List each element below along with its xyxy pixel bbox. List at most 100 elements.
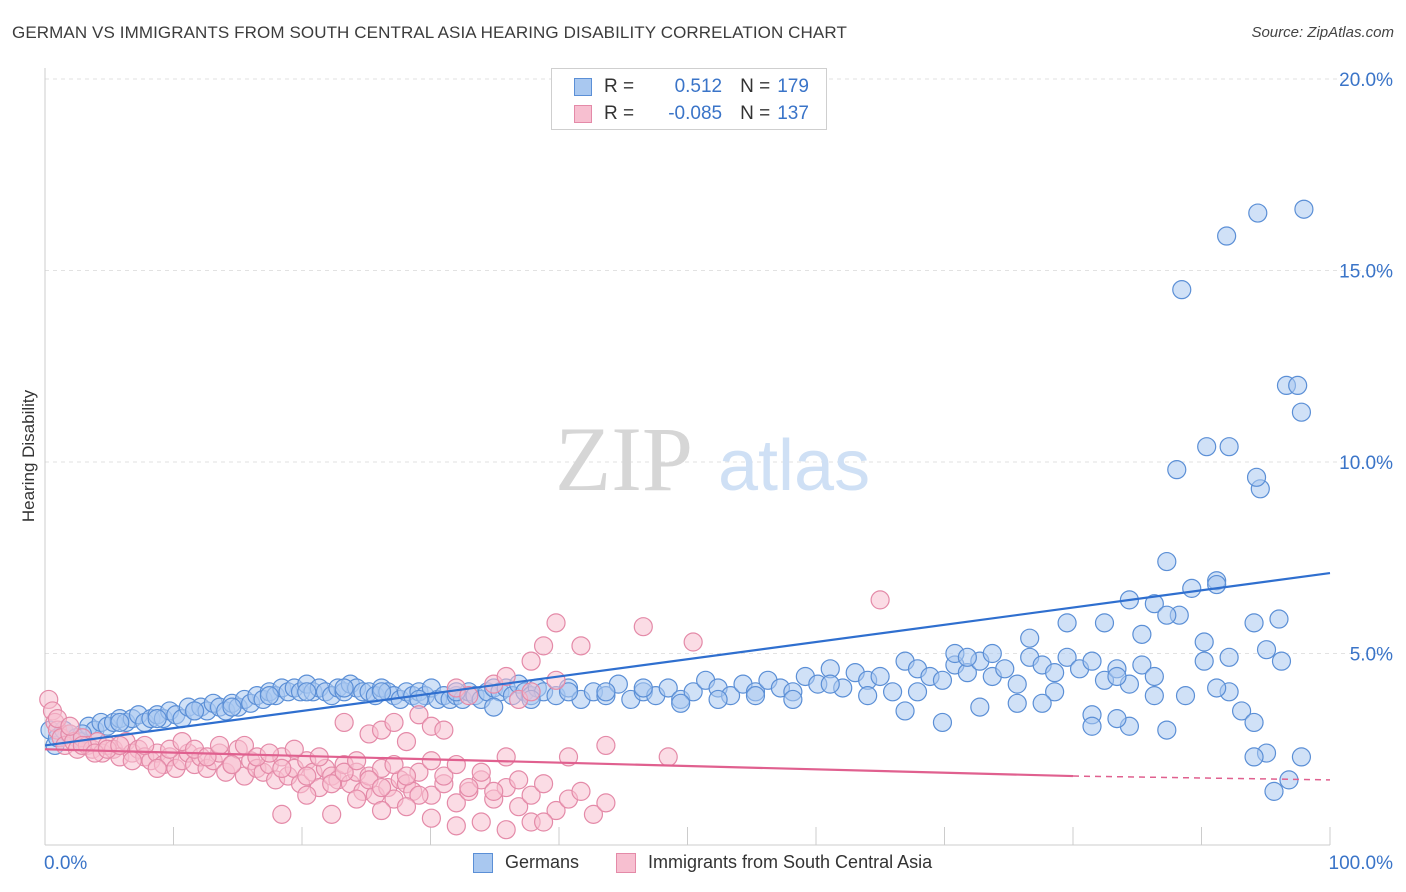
data-point	[546, 670, 566, 690]
legend-n-label: N =	[740, 103, 771, 124]
data-point	[745, 686, 766, 706]
data-point	[446, 754, 466, 775]
data-point	[1007, 674, 1027, 694]
data-point	[484, 697, 504, 717]
data-point	[446, 816, 466, 836]
data-point	[820, 674, 840, 694]
trendline-germans	[44, 571, 1331, 747]
data-point	[222, 754, 242, 775]
data-point	[533, 812, 554, 832]
data-point	[371, 777, 392, 798]
data-point	[683, 632, 703, 652]
y-tick-label: 10.0%	[1339, 453, 1393, 474]
data-point	[60, 716, 80, 736]
data-point	[932, 712, 953, 733]
data-point	[1032, 693, 1052, 713]
data-point	[1269, 609, 1289, 629]
series-legend: Germans Immigrants from South Central As…	[0, 852, 1406, 878]
data-point	[521, 785, 541, 805]
data-point	[546, 613, 566, 633]
data-point	[284, 739, 304, 759]
watermark-zip: ZIP	[555, 408, 693, 510]
data-point	[1244, 747, 1264, 767]
data-point	[184, 701, 205, 721]
data-point	[1094, 613, 1115, 633]
data-point	[583, 804, 604, 824]
data-point	[272, 758, 292, 779]
data-point	[1207, 678, 1227, 698]
data-point	[371, 800, 392, 821]
legend-label-germans: Germans	[505, 852, 580, 872]
data-point	[434, 720, 454, 740]
data-point	[297, 766, 317, 786]
data-point	[533, 636, 554, 656]
data-point	[1132, 624, 1152, 644]
data-point	[1175, 686, 1196, 706]
data-point	[1144, 594, 1164, 614]
data-point	[459, 686, 479, 706]
data-point	[546, 800, 566, 821]
data-point	[1219, 647, 1239, 667]
data-point	[1045, 663, 1065, 683]
data-point	[533, 774, 554, 794]
data-point	[396, 766, 417, 786]
legend-swatch-germans	[574, 78, 592, 96]
trendline-immigrants	[44, 748, 1074, 778]
data-point	[259, 743, 279, 763]
data-point	[633, 617, 653, 637]
data-point	[783, 689, 803, 710]
data-point	[384, 712, 404, 733]
data-point	[1167, 460, 1187, 480]
legend-row-germans: R = 0.512 N = 179	[574, 75, 809, 99]
data-point	[558, 747, 579, 767]
data-point	[1157, 605, 1177, 625]
data-point	[334, 712, 354, 733]
legend-n-value: 179	[777, 76, 809, 97]
data-point	[571, 636, 591, 656]
data-point	[209, 735, 230, 756]
data-point	[509, 797, 529, 817]
data-point	[446, 793, 466, 813]
data-point	[396, 797, 417, 817]
data-point	[671, 693, 691, 713]
data-point	[1246, 467, 1267, 487]
x-tick-label: 0.0%	[44, 853, 87, 874]
data-point	[322, 774, 342, 794]
data-point	[396, 731, 417, 752]
data-point	[147, 709, 167, 729]
data-point	[1271, 651, 1292, 671]
data-point	[496, 666, 516, 687]
data-point	[334, 762, 354, 782]
data-point	[322, 804, 342, 824]
data-point	[1057, 613, 1077, 633]
data-point	[633, 678, 653, 698]
data-point	[982, 643, 1002, 664]
data-point	[421, 808, 441, 828]
data-point	[596, 735, 616, 756]
legend-r-label: R =	[604, 76, 635, 97]
y-axis-label: Hearing Disability	[19, 389, 38, 522]
data-point	[957, 647, 977, 667]
data-point	[995, 659, 1015, 679]
data-point	[1207, 574, 1227, 595]
legend-r-value: -0.085	[668, 103, 723, 124]
data-point	[970, 697, 990, 717]
legend-n-label: N =	[740, 76, 771, 97]
legend-swatch-germans	[473, 852, 493, 873]
data-point	[683, 682, 703, 702]
data-point	[907, 682, 928, 702]
legend-swatch-immigrants	[616, 852, 636, 873]
data-point	[1248, 203, 1268, 223]
legend-item-germans: Germans	[473, 852, 579, 873]
data-point	[1132, 655, 1152, 675]
data-point	[870, 666, 890, 687]
data-point	[932, 670, 953, 690]
data-point	[509, 770, 529, 790]
data-point	[521, 651, 541, 671]
data-point	[147, 758, 167, 779]
data-point	[558, 682, 579, 702]
y-tick-label: 20.0%	[1339, 70, 1393, 91]
data-point	[334, 678, 354, 698]
data-point	[1172, 280, 1192, 300]
